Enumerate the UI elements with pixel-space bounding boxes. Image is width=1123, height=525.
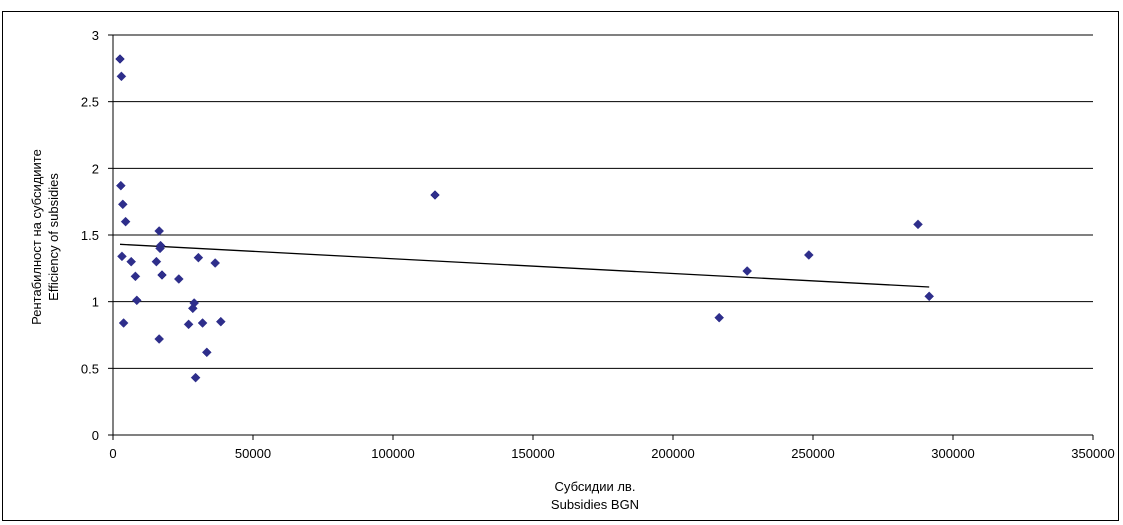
- data-point: [197, 318, 208, 328]
- axes: [108, 34, 1094, 440]
- data-point: [430, 190, 440, 200]
- data-point: [154, 226, 165, 236]
- data-point: [115, 180, 126, 191]
- x-axis-title-line1: Субсидии лв.: [555, 479, 636, 494]
- data-points: [115, 54, 935, 383]
- data-point: [803, 250, 814, 260]
- data-point: [201, 347, 212, 358]
- data-point: [157, 270, 167, 280]
- scatter-chart: 0 0.5 1 1.5 2 2.5 3 0 50000 100000 150000 200000 25…: [29, 28, 1115, 512]
- x-tick-label: 50000: [235, 446, 271, 461]
- chart-frame: 0 0.5 1 1.5 2 2.5 3 0 50000 100000 150000 200000 25…: [2, 11, 1119, 521]
- y-tick-label: 0.5: [81, 361, 99, 376]
- x-tick-label: 150000: [511, 446, 554, 461]
- y-tick-label: 2: [92, 161, 99, 176]
- y-tick-label: 1.5: [81, 228, 99, 243]
- x-tick-labels: 0 50000 100000 150000 200000 250000 300000 3500…: [109, 446, 1114, 461]
- data-point: [183, 319, 194, 330]
- data-point: [189, 298, 200, 308]
- x-tick-label: 250000: [791, 446, 834, 461]
- data-point: [742, 266, 753, 276]
- data-point: [210, 258, 221, 268]
- data-point: [117, 199, 128, 210]
- data-point: [215, 316, 226, 327]
- x-tick-label: 100000: [371, 446, 414, 461]
- data-point: [155, 243, 165, 254]
- trendline: [119, 243, 930, 288]
- data-point: [115, 54, 125, 64]
- y-tick-label: 0: [92, 428, 99, 443]
- y-axis-title: Рентабилност на субсидиите Efficiency of…: [29, 149, 61, 325]
- y-tick-labels: 0 0.5 1 1.5 2 2.5 3: [81, 28, 99, 443]
- data-point: [116, 71, 127, 82]
- trendline-group: [119, 243, 930, 288]
- data-point: [913, 219, 923, 230]
- data-point: [151, 256, 162, 267]
- data-point: [173, 274, 184, 284]
- x-tick-label: 200000: [651, 446, 694, 461]
- data-point: [714, 312, 725, 323]
- x-axis-title: Субсидии лв. Subsidies BGN: [551, 479, 639, 512]
- y-tick-label: 2.5: [81, 95, 99, 110]
- data-point: [131, 295, 142, 306]
- x-tick-label: 0: [109, 446, 116, 461]
- y-axis-title-line2: Efficiency of subsidies: [46, 173, 61, 301]
- data-point: [117, 251, 127, 262]
- data-point: [126, 256, 137, 267]
- x-axis-title-line2: Subsidies BGN: [551, 497, 639, 512]
- y-tick-label: 1: [92, 295, 99, 310]
- y-axis-title-line1: Рентабилност на субсидиите: [29, 149, 44, 325]
- data-point: [118, 318, 129, 328]
- x-tick-label: 350000: [1071, 446, 1114, 461]
- data-point: [154, 334, 165, 344]
- x-tick-label: 300000: [931, 446, 974, 461]
- data-point: [120, 216, 131, 227]
- data-point: [190, 372, 201, 383]
- data-point: [193, 252, 204, 263]
- y-tick-label: 3: [92, 28, 99, 43]
- data-point: [130, 271, 141, 282]
- data-point: [924, 291, 935, 302]
- gridlines: [113, 34, 1093, 436]
